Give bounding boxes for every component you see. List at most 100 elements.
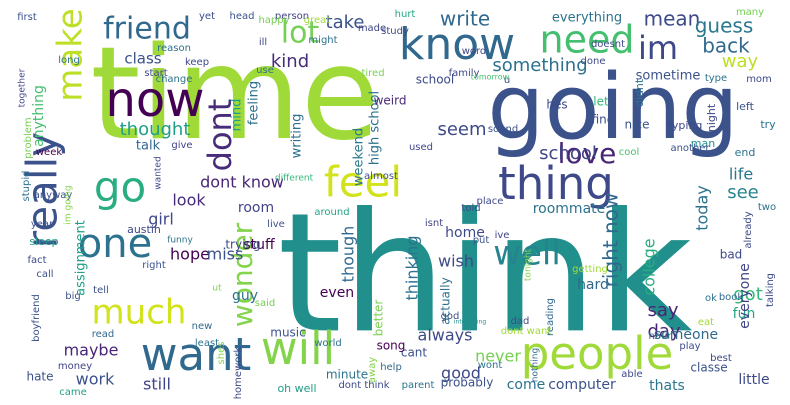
cloud-word: talking <box>765 273 776 307</box>
cloud-word: hate <box>26 370 53 384</box>
cloud-word: miss <box>207 245 244 264</box>
cloud-word: stuff <box>243 237 275 253</box>
cloud-word: look <box>172 191 206 210</box>
cloud-word: reading <box>545 298 556 336</box>
cloud-word: dad <box>511 316 530 327</box>
cloud-word: word <box>462 46 487 57</box>
cloud-word: call <box>36 269 53 280</box>
cloud-word: high school <box>368 91 383 165</box>
cloud-word: someone <box>654 327 718 343</box>
cloud-word: even <box>320 285 354 301</box>
cloud-word: guy <box>232 288 258 304</box>
cloud-word: put <box>473 235 490 246</box>
cloud-word: live <box>267 219 285 230</box>
cloud-word: place <box>477 196 504 207</box>
cloud-word: think <box>277 177 693 369</box>
cloud-word: together <box>18 68 28 107</box>
cloud-word: nothing <box>531 348 541 382</box>
cloud-word: eat <box>698 317 714 328</box>
cloud-word: hope <box>170 245 210 264</box>
cloud-word: oh well <box>277 382 316 395</box>
cloud-word: book <box>719 292 744 303</box>
cloud-word: wont <box>478 360 503 371</box>
cloud-word: mom <box>746 74 772 85</box>
cloud-word: play <box>679 341 700 352</box>
cloud-word: different <box>275 174 314 184</box>
cloud-word: said <box>255 298 275 309</box>
cloud-word: wish <box>438 252 474 271</box>
cloud-word: night <box>705 103 718 132</box>
cloud-word: u <box>504 75 510 86</box>
cloud-word: keep <box>185 57 209 68</box>
cloud-word: ut <box>212 284 222 294</box>
cloud-word: might <box>308 35 337 46</box>
cloud-word: new <box>192 321 213 332</box>
cloud-word: kind <box>271 51 309 72</box>
cloud-word: ok <box>705 293 717 304</box>
cloud-word: hes <box>546 98 567 112</box>
cloud-word: people <box>521 327 674 380</box>
cloud-word: fun <box>733 306 756 322</box>
cloud-word: done <box>581 56 606 67</box>
cloud-word: assignment <box>74 220 89 296</box>
cloud-word: much <box>92 293 187 333</box>
cloud-word: good <box>441 364 481 383</box>
cloud-word: little <box>738 372 769 388</box>
cloud-word: friend <box>103 12 191 47</box>
cloud-word: take <box>326 12 365 33</box>
cloud-word: sound <box>488 124 518 135</box>
cloud-word: trying <box>225 238 260 252</box>
cloud-word: still <box>143 375 171 394</box>
cloud-word: well <box>493 234 561 274</box>
cloud-word: problem <box>23 117 34 158</box>
cloud-word: back <box>702 34 750 58</box>
cloud-word: around <box>314 207 349 218</box>
cloud-word: will <box>261 322 335 375</box>
cloud-word: type <box>705 73 727 84</box>
cloud-word: though <box>339 226 358 283</box>
cloud-word: use <box>256 65 274 76</box>
cloud-word: write <box>440 7 490 31</box>
cloud-word: isnt <box>425 218 443 229</box>
cloud-word: world <box>314 338 342 349</box>
cloud-word: dont <box>201 99 239 172</box>
cloud-word: im <box>638 29 678 67</box>
cloud-word: anything <box>31 85 47 147</box>
cloud-word: help <box>380 362 402 373</box>
cloud-word: used <box>409 142 433 153</box>
cloud-word: hour <box>649 331 673 342</box>
cloud-word: anyway <box>34 190 73 201</box>
cloud-word: right <box>142 260 166 271</box>
cloud-word: best <box>710 353 732 364</box>
cloud-word: come <box>507 377 546 393</box>
cloud-word: better <box>372 300 386 337</box>
cloud-word: bad <box>720 248 743 262</box>
cloud-word: long <box>58 55 80 66</box>
cloud-word: god <box>441 311 460 322</box>
cloud-word: nice <box>625 118 650 132</box>
cloud-word: thinking <box>403 235 422 300</box>
cloud-word: tonight <box>524 248 534 281</box>
cloud-word: something <box>492 55 587 76</box>
cloud-word: school <box>539 143 597 164</box>
cloud-word: let <box>593 95 609 109</box>
cloud-word: getting <box>572 264 608 275</box>
cloud-word: came <box>59 387 87 398</box>
cloud-word: writing <box>290 114 305 159</box>
cloud-word: guess <box>695 14 754 38</box>
cloud-word: dont want <box>501 326 552 337</box>
cloud-word: home <box>445 225 485 241</box>
cloud-word: great <box>304 15 331 26</box>
cloud-word: always <box>418 326 473 345</box>
cloud-word: maybe <box>64 341 119 360</box>
cloud-word: class <box>124 50 161 68</box>
cloud-word: try <box>760 118 776 131</box>
cloud-word: everything <box>552 11 622 26</box>
cloud-word: college <box>640 238 659 295</box>
cloud-word: cool <box>619 147 640 158</box>
cloud-word: made <box>358 23 386 34</box>
cloud-word: family <box>449 68 480 79</box>
cloud-word: didnt <box>633 78 646 107</box>
